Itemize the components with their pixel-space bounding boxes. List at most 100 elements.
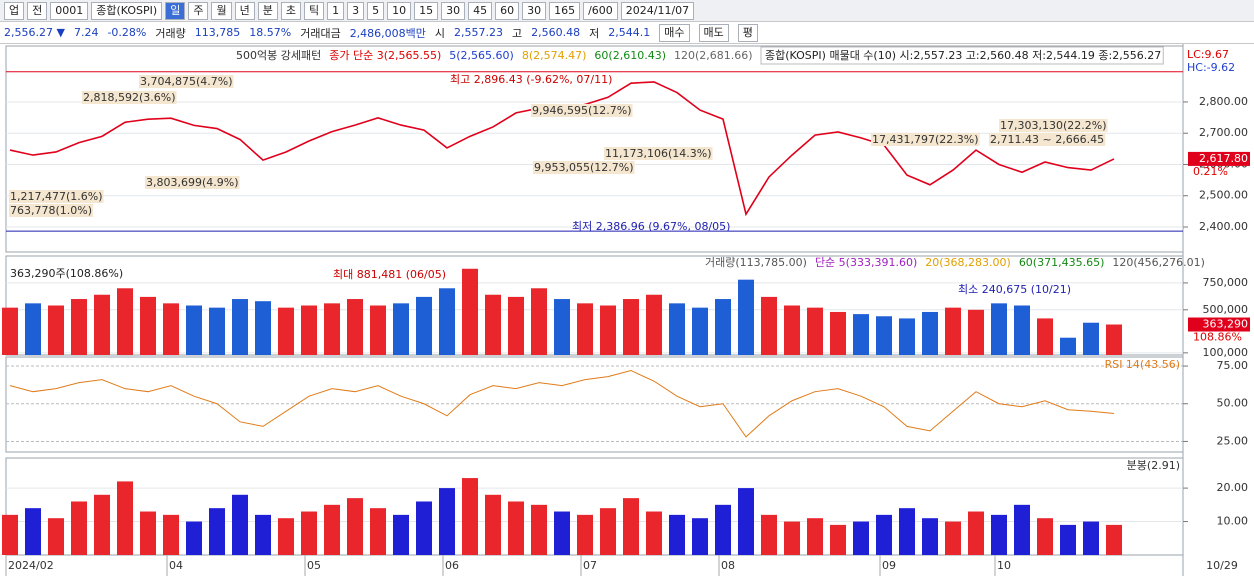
- bar: [301, 511, 317, 555]
- bar: [186, 521, 202, 555]
- quote-field: 2,560.48: [531, 26, 581, 39]
- bar: [370, 305, 386, 355]
- bar: [117, 288, 133, 355]
- toolbar-button[interactable]: 2024/11/07: [620, 1, 695, 20]
- bar: [945, 307, 961, 355]
- annotation: 9,953,055(12.7%): [534, 161, 634, 174]
- annotation: 2,818,592(3.6%): [83, 91, 176, 104]
- annotation-bg: [871, 133, 980, 146]
- bar: [393, 303, 409, 355]
- bar: [71, 299, 87, 355]
- annotation-bg: [999, 119, 1108, 132]
- toolbar-button[interactable]: 15: [414, 1, 439, 20]
- bar: [439, 488, 455, 555]
- x-tick-label: 10: [997, 559, 1011, 572]
- chart-area: 2,800.002,700.002,600.002,500.002,400.00…: [0, 44, 1254, 576]
- bar: [1083, 322, 1099, 355]
- quote-field: 2,486,008백만: [349, 26, 426, 40]
- y-tick-label: 25.00: [1217, 434, 1249, 447]
- quote-field: 고: [512, 26, 523, 40]
- bar: [830, 311, 846, 355]
- legend-item: 분봉(2.91): [1127, 459, 1180, 472]
- toolbar-button[interactable]: 3: [347, 1, 365, 20]
- bar: [646, 511, 662, 555]
- toolbar-button[interactable]: 분: [257, 1, 278, 20]
- toolbar-button[interactable]: 년: [234, 1, 255, 20]
- bar: [209, 307, 225, 355]
- bar: [209, 508, 225, 555]
- x-tick-label: 2024/02: [8, 559, 54, 572]
- legend-item: 5(2,565.60): [449, 49, 514, 62]
- toolbar-button[interactable]: 45: [468, 1, 493, 20]
- bar: [485, 494, 501, 555]
- quote-field: 시: [434, 26, 446, 40]
- toolbar-button[interactable]: 초: [280, 1, 301, 20]
- toolbar-button[interactable]: 1: [327, 1, 345, 20]
- hc-label: HC:-9.62: [1187, 61, 1235, 74]
- toolbar-button[interactable]: 전: [27, 1, 48, 20]
- bar: [94, 494, 110, 555]
- bar: [94, 294, 110, 355]
- bar: [1106, 524, 1122, 555]
- toolbar-button[interactable]: 업: [4, 1, 25, 20]
- legend-item: 120(2,681.66): [674, 49, 753, 62]
- bar: [968, 309, 984, 355]
- toolbar: 업 전 0001 종합(KOSPI) 일 주 월 년 분 초 틱 1 3 5 10 15 30 45 60 30 165…: [0, 0, 1254, 44]
- bar: [876, 316, 892, 355]
- toolbar-button[interactable]: 종합(KOSPI): [91, 1, 163, 20]
- bar: [1014, 305, 1030, 355]
- order-button[interactable]: 매수: [659, 23, 690, 42]
- annotation: 2,711.43 ~ 2,666.45: [990, 133, 1104, 146]
- y-tick-label: 10.00: [1217, 515, 1249, 528]
- bar: [761, 514, 777, 555]
- bar: [1106, 324, 1122, 355]
- bar: [853, 314, 869, 355]
- bar: [807, 307, 823, 355]
- bar: [462, 478, 478, 555]
- bar: [48, 518, 64, 555]
- bar: [899, 508, 915, 555]
- y-tick-label: 20.00: [1217, 481, 1249, 494]
- annotation-bg: [604, 147, 713, 160]
- bar: [554, 299, 570, 355]
- toolbar-button[interactable]: 60: [495, 1, 520, 20]
- quote-field: -0.28%: [107, 26, 147, 39]
- bar: [1014, 504, 1030, 555]
- toolbar-button[interactable]: /600: [583, 1, 618, 20]
- bar: [1037, 318, 1053, 355]
- x-tick-label: 04: [169, 559, 183, 572]
- bar: [48, 305, 64, 355]
- annotation-bg: [9, 190, 104, 203]
- toolbar-button[interactable]: 월: [211, 1, 232, 20]
- toolbar-button[interactable]: 30: [522, 1, 547, 20]
- legend-item: 8(2,574.47): [522, 49, 587, 62]
- bar: [623, 498, 639, 555]
- toolbar-button[interactable]: 0001: [50, 1, 89, 20]
- bar: [416, 501, 432, 555]
- order-button[interactable]: 평: [737, 23, 758, 42]
- toolbar-button[interactable]: 5: [367, 1, 385, 20]
- toolbar-button[interactable]: 일: [165, 1, 186, 20]
- bar: [945, 521, 961, 555]
- rsi-line: [9, 370, 1115, 438]
- toolbar-row: 업 전 0001 종합(KOSPI) 일 주 월 년 분 초 틱 1 3 5 10 15 30 45 60 30 165…: [0, 0, 1254, 22]
- legend-item: RSI 14(43.56): [1105, 358, 1180, 371]
- order-button[interactable]: 매도: [698, 23, 729, 42]
- x-tick-label: 09: [882, 559, 896, 572]
- bar: [531, 504, 547, 555]
- toolbar-button[interactable]: 30: [441, 1, 466, 20]
- annotation: 11,173,106(14.3%): [605, 147, 712, 160]
- annotation-bg: [531, 104, 633, 117]
- bar: [301, 305, 317, 355]
- toolbar-button[interactable]: 165: [549, 1, 581, 20]
- bar: [692, 518, 708, 555]
- toolbar-button[interactable]: 주: [188, 1, 209, 20]
- toolbar-button[interactable]: 틱: [303, 1, 325, 20]
- bar: [577, 514, 593, 555]
- bar: [991, 303, 1007, 355]
- toolbar-button[interactable]: 10: [387, 1, 412, 20]
- bar: [2, 514, 18, 555]
- bar: [370, 508, 386, 555]
- last-price: 2,617.80: [1199, 152, 1248, 165]
